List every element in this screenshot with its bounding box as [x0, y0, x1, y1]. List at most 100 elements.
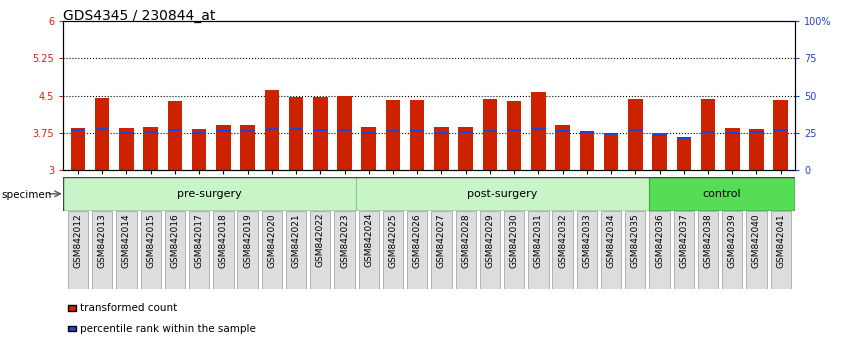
FancyBboxPatch shape [140, 211, 161, 289]
Bar [144, 131, 158, 133]
FancyBboxPatch shape [165, 211, 185, 289]
FancyBboxPatch shape [92, 211, 113, 289]
FancyBboxPatch shape [213, 211, 233, 289]
Text: GSM842023: GSM842023 [340, 213, 349, 268]
Bar [71, 129, 85, 131]
Text: GSM842038: GSM842038 [704, 213, 712, 268]
FancyBboxPatch shape [722, 211, 743, 289]
FancyBboxPatch shape [480, 211, 500, 289]
Bar [483, 130, 497, 132]
Bar [192, 132, 206, 134]
Text: GSM842022: GSM842022 [316, 213, 325, 268]
Text: GSM842019: GSM842019 [243, 213, 252, 268]
Bar [531, 128, 546, 131]
Bar [677, 137, 691, 139]
Bar [580, 131, 594, 133]
Bar [580, 131, 594, 170]
FancyBboxPatch shape [771, 211, 791, 289]
Text: GSM842021: GSM842021 [292, 213, 300, 268]
Bar [168, 129, 182, 131]
Bar [338, 96, 352, 170]
Bar [555, 130, 570, 132]
Text: GSM842020: GSM842020 [267, 213, 277, 268]
Bar [168, 101, 182, 170]
Bar [459, 127, 473, 170]
Text: post-surgery: post-surgery [467, 189, 538, 199]
Text: GSM842040: GSM842040 [752, 213, 761, 268]
Bar [507, 129, 521, 131]
Text: GSM842029: GSM842029 [486, 213, 494, 268]
Bar [628, 99, 643, 170]
Bar [773, 129, 788, 131]
Text: GSM842031: GSM842031 [534, 213, 543, 268]
Text: GSM842041: GSM842041 [776, 213, 785, 268]
Bar [700, 131, 715, 133]
Bar [338, 129, 352, 131]
FancyBboxPatch shape [334, 211, 354, 289]
Text: GSM842014: GSM842014 [122, 213, 131, 268]
FancyBboxPatch shape [625, 211, 645, 289]
Text: GSM842034: GSM842034 [607, 213, 616, 268]
Text: GSM842036: GSM842036 [655, 213, 664, 268]
Bar [677, 139, 691, 170]
Bar [750, 129, 764, 170]
Text: GSM842026: GSM842026 [413, 213, 421, 268]
Bar [361, 127, 376, 170]
Text: GDS4345 / 230844_at: GDS4345 / 230844_at [63, 9, 216, 23]
Text: percentile rank within the sample: percentile rank within the sample [80, 324, 255, 333]
FancyBboxPatch shape [261, 211, 282, 289]
Bar [483, 99, 497, 170]
Bar [652, 133, 667, 136]
FancyBboxPatch shape [359, 211, 379, 289]
Bar [240, 130, 255, 132]
FancyBboxPatch shape [238, 211, 258, 289]
Text: transformed count: transformed count [80, 303, 177, 313]
Bar [265, 128, 279, 131]
Bar [386, 99, 400, 170]
Text: GSM842032: GSM842032 [558, 213, 567, 268]
Bar [555, 125, 570, 170]
Bar [119, 132, 134, 134]
Bar [628, 129, 643, 131]
FancyBboxPatch shape [116, 211, 136, 289]
Text: GSM842012: GSM842012 [74, 213, 83, 268]
Bar [725, 132, 739, 134]
FancyBboxPatch shape [286, 211, 306, 289]
Text: GSM842037: GSM842037 [679, 213, 689, 268]
Bar [410, 99, 425, 170]
Text: pre-surgery: pre-surgery [178, 189, 242, 199]
Bar [288, 128, 304, 131]
Bar [604, 133, 618, 170]
Bar [95, 98, 109, 170]
Bar [652, 133, 667, 170]
FancyBboxPatch shape [310, 211, 331, 289]
Bar [71, 128, 85, 170]
Bar [434, 132, 448, 134]
Bar [459, 131, 473, 133]
Bar [216, 125, 231, 170]
Text: GSM842025: GSM842025 [388, 213, 398, 268]
Bar [649, 177, 795, 211]
Bar [192, 129, 206, 170]
Bar [265, 90, 279, 170]
Bar [531, 92, 546, 170]
Text: specimen: specimen [2, 190, 52, 200]
Bar [434, 127, 448, 170]
Text: GSM842028: GSM842028 [461, 213, 470, 268]
FancyBboxPatch shape [407, 211, 427, 289]
Bar [361, 132, 376, 134]
Text: GSM842035: GSM842035 [631, 213, 640, 268]
FancyBboxPatch shape [746, 211, 766, 289]
Bar [313, 97, 327, 170]
Text: GSM842018: GSM842018 [219, 213, 228, 268]
FancyBboxPatch shape [528, 211, 548, 289]
Bar [119, 128, 134, 170]
Bar [288, 97, 304, 170]
Bar [386, 130, 400, 132]
Bar [507, 101, 521, 170]
Bar [604, 133, 618, 136]
Text: GSM842027: GSM842027 [437, 213, 446, 268]
Text: GSM842039: GSM842039 [728, 213, 737, 268]
FancyBboxPatch shape [504, 211, 525, 289]
FancyBboxPatch shape [455, 211, 475, 289]
